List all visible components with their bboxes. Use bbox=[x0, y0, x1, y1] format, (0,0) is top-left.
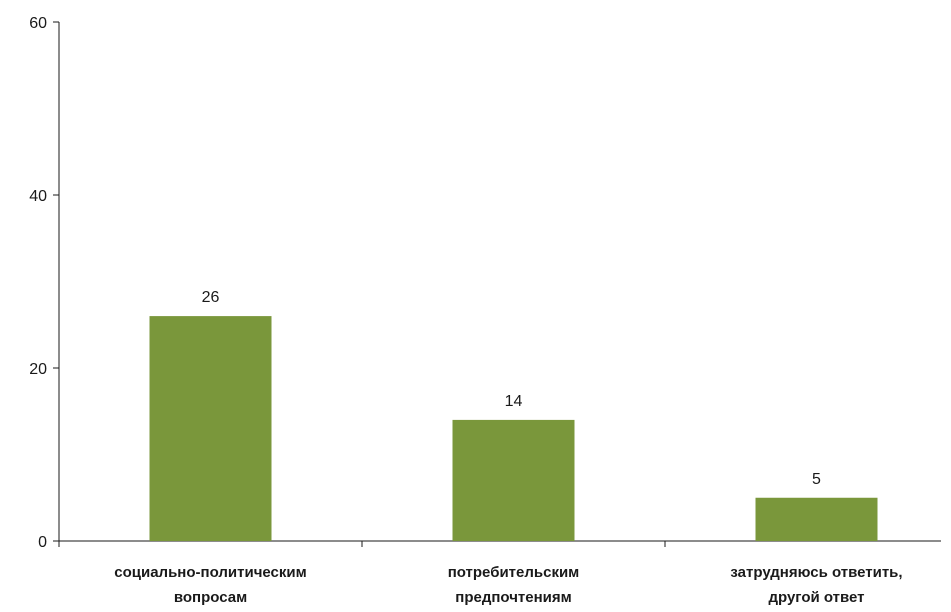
data-label: 26 bbox=[202, 289, 220, 306]
category-label: затрудняюсь ответить, bbox=[730, 564, 902, 581]
y-tick-label: 20 bbox=[29, 361, 47, 378]
y-tick-label: 40 bbox=[29, 188, 47, 205]
bar bbox=[755, 497, 878, 541]
y-axis: 0 20 40 60 bbox=[29, 15, 60, 551]
data-label: 14 bbox=[505, 393, 523, 410]
category-label: предпочтениям bbox=[455, 589, 571, 606]
category-label: социально-политическим bbox=[114, 564, 306, 581]
category-label: другой ответ bbox=[768, 589, 864, 606]
category-label: вопросам bbox=[174, 589, 247, 606]
category-label: потребительским bbox=[448, 564, 580, 581]
x-axis bbox=[58, 540, 941, 547]
bar bbox=[452, 419, 575, 541]
bar bbox=[149, 316, 272, 541]
data-labels: 26 14 5 bbox=[202, 289, 821, 488]
category-labels: социально-политическим вопросам потребител… bbox=[114, 564, 902, 606]
data-label: 5 bbox=[812, 471, 821, 488]
y-tick-label: 60 bbox=[29, 15, 47, 32]
y-tick-label: 0 bbox=[38, 534, 47, 551]
bars bbox=[149, 316, 878, 541]
